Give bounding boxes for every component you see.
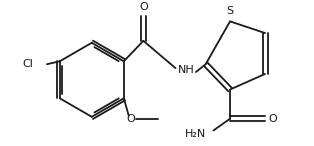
Text: NH: NH	[177, 65, 194, 75]
Text: O: O	[139, 2, 148, 12]
Text: O: O	[126, 114, 135, 124]
Text: O: O	[268, 114, 277, 124]
Text: H₂N: H₂N	[184, 129, 206, 139]
Text: Cl: Cl	[23, 59, 33, 69]
Text: S: S	[226, 7, 234, 16]
